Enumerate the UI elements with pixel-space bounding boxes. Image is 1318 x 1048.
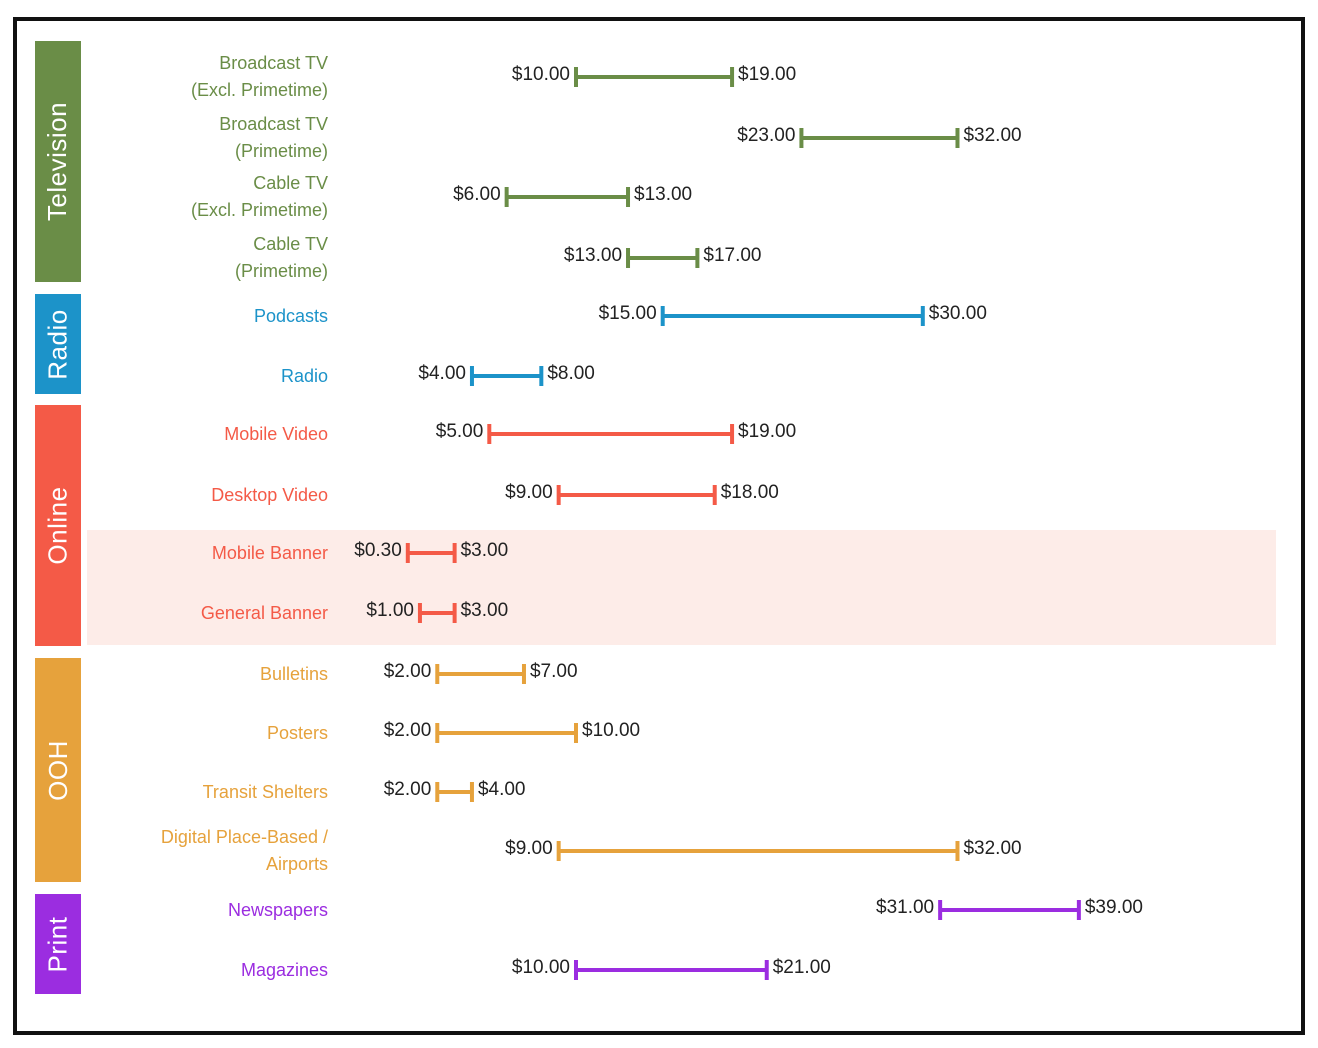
category-band-print: Print bbox=[35, 894, 81, 994]
high-value-label: $7.00 bbox=[529, 661, 578, 682]
row-label-bulletins: Bulletins bbox=[259, 663, 328, 684]
high-value-label: $10.00 bbox=[582, 720, 641, 741]
row-label-posters: Posters bbox=[266, 722, 328, 743]
row-label-magazines: Magazines bbox=[240, 959, 328, 980]
row-label-broadcast-tv-primetime: Broadcast TV (Primetime) bbox=[219, 114, 328, 161]
high-value-label: $30.00 bbox=[928, 303, 987, 324]
category-band-online: Online bbox=[35, 405, 81, 646]
category-band-ooh: OOH bbox=[35, 658, 81, 882]
low-value-label: $0.30 bbox=[354, 540, 402, 561]
row-label-mobile-video: Mobile Video bbox=[224, 423, 328, 444]
row-label-newspapers: Newspapers bbox=[227, 899, 328, 920]
category-band-radio: Radio bbox=[35, 294, 81, 394]
category-band-television: Television bbox=[35, 41, 81, 282]
banner-highlight-band bbox=[87, 530, 1276, 645]
row-label-broadcast-tv-excl-primetime: Broadcast TV (Excl. Primetime) bbox=[190, 53, 328, 100]
high-value-label: $4.00 bbox=[477, 779, 526, 800]
row-label-mobile-banner: Mobile Banner bbox=[211, 542, 328, 563]
row-label-digital-place-based-airports: Digital Place-Based / Airports bbox=[160, 827, 328, 874]
row-label-transit-shelters: Transit Shelters bbox=[202, 781, 328, 802]
high-value-label: $13.00 bbox=[634, 184, 693, 205]
high-value-label: $3.00 bbox=[460, 540, 509, 561]
low-value-label: $1.00 bbox=[366, 600, 414, 621]
low-value-label: $2.00 bbox=[383, 661, 432, 682]
low-value-label: $5.00 bbox=[435, 421, 484, 442]
row-label-cable-tv-primetime: Cable TV (Primetime) bbox=[235, 234, 328, 281]
low-value-label: $2.00 bbox=[383, 779, 432, 800]
low-value-label: $15.00 bbox=[598, 303, 657, 324]
low-value-label: $6.00 bbox=[453, 184, 501, 205]
low-value-label: $31.00 bbox=[876, 897, 935, 918]
low-value-label: $2.00 bbox=[383, 720, 432, 741]
high-value-label: $21.00 bbox=[772, 957, 831, 978]
low-value-label: $10.00 bbox=[511, 957, 570, 978]
high-value-label: $8.00 bbox=[547, 363, 595, 384]
high-value-label: $18.00 bbox=[720, 482, 779, 503]
high-value-label: $39.00 bbox=[1084, 897, 1143, 918]
low-value-label: $10.00 bbox=[511, 64, 570, 85]
low-value-label: $13.00 bbox=[563, 245, 623, 266]
high-value-label: $17.00 bbox=[703, 245, 762, 266]
high-value-label: $32.00 bbox=[963, 838, 1022, 859]
row-label-podcasts: Podcasts bbox=[253, 305, 328, 326]
high-value-label: $19.00 bbox=[738, 64, 797, 85]
row-label-radio: Radio bbox=[280, 365, 328, 386]
row-label-desktop-video: Desktop Video bbox=[211, 484, 328, 505]
low-value-label: $9.00 bbox=[505, 482, 553, 503]
row-label-general-banner: General Banner bbox=[200, 602, 328, 623]
low-value-label: $4.00 bbox=[418, 363, 466, 384]
low-value-label: $9.00 bbox=[505, 838, 553, 859]
high-value-label: $32.00 bbox=[963, 125, 1022, 146]
low-value-label: $23.00 bbox=[737, 125, 796, 146]
high-value-label: $19.00 bbox=[738, 421, 797, 442]
chart-frame bbox=[13, 17, 1305, 1035]
row-label-cable-tv-excl-primetime: Cable TV (Excl. Primetime) bbox=[190, 173, 328, 220]
high-value-label: $3.00 bbox=[460, 600, 509, 621]
